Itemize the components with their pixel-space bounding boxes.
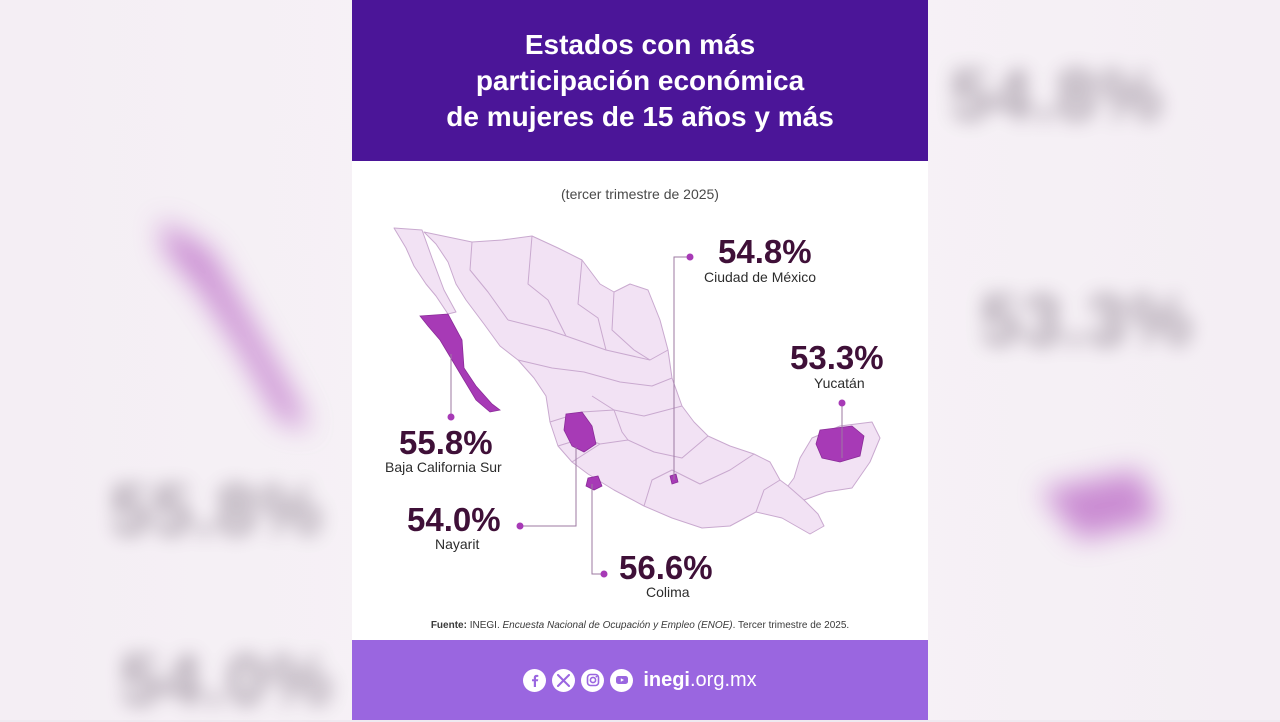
yucatan-state-label: Yucatán: [814, 375, 865, 391]
cdmx-leader-dot: [686, 253, 694, 261]
facebook-icon[interactable]: [523, 668, 547, 692]
nayarit-leader-line: [520, 447, 577, 527]
x-icon[interactable]: [552, 668, 576, 692]
background-map-ghost-2: [1040, 470, 1160, 540]
source-org: INEGI.: [466, 620, 503, 631]
background-map-ghost: [160, 220, 310, 430]
instagram-icon[interactable]: [581, 668, 605, 692]
social-links: [523, 668, 634, 692]
footer-bar: inegi.org.mx: [352, 640, 928, 720]
bcs-state-shape: [419, 313, 501, 413]
page-title-line-1: Estados con más: [524, 28, 756, 60]
background-ghost-text: 55.8%: [110, 471, 325, 551]
source-label: Fuente:: [430, 620, 467, 631]
mexico-map: [393, 227, 881, 578]
yucatan-leader-dot: [838, 399, 846, 407]
colima-state-label: Colima: [646, 584, 690, 600]
cdmx-state-label: Ciudad de México: [704, 269, 817, 285]
background-ghost-text: 54.8%: [950, 56, 1165, 136]
yucatan-state-shape: [815, 425, 865, 463]
background-ghost-text: 53.3%: [980, 281, 1195, 361]
title-banner: Estados con más participación económica …: [352, 0, 928, 161]
nayarit-state-shape: [563, 411, 597, 453]
map-region-mainland: [423, 231, 881, 535]
background-ghost-text: 54.0%: [120, 641, 335, 721]
website-link[interactable]: inegi.org.mx: [643, 669, 756, 692]
source-note: Fuente: INEGI. Encuesta Nacional de Ocup…: [352, 620, 928, 631]
cdmx-value: 54.8%: [718, 233, 812, 270]
source-survey: Encuesta Nacional de Ocupación y Empleo …: [502, 620, 733, 631]
page-title-line-2: participación económica: [475, 64, 805, 96]
youtube-icon[interactable]: [610, 668, 634, 692]
nayarit-leader-dot: [516, 522, 524, 530]
period-subtitle: (tercer trimestre de 2025): [561, 186, 719, 202]
infographic-card: Estados con más participación económica …: [352, 0, 928, 720]
colima-leader-line: [591, 484, 604, 575]
nayarit-state-label: Nayarit: [435, 536, 480, 552]
page-title-line-3: de mujeres de 15 años y más: [446, 100, 834, 132]
bcs-leader-dot: [447, 413, 455, 421]
site-name: inegi: [643, 668, 690, 691]
colima-value: 56.6%: [619, 549, 713, 586]
yucatan-value: 53.3%: [790, 339, 884, 376]
bcs-value: 55.8%: [399, 424, 493, 461]
site-domain: .org.mx: [689, 668, 757, 691]
source-period: . Tercer trimestre de 2025.: [732, 620, 850, 631]
nayarit-value: 54.0%: [407, 501, 501, 538]
bcs-state-label: Baja California Sur: [385, 459, 502, 475]
cdmx-leader-line: [673, 256, 690, 480]
colima-state-shape: [585, 475, 603, 491]
colima-leader-dot: [600, 570, 608, 578]
